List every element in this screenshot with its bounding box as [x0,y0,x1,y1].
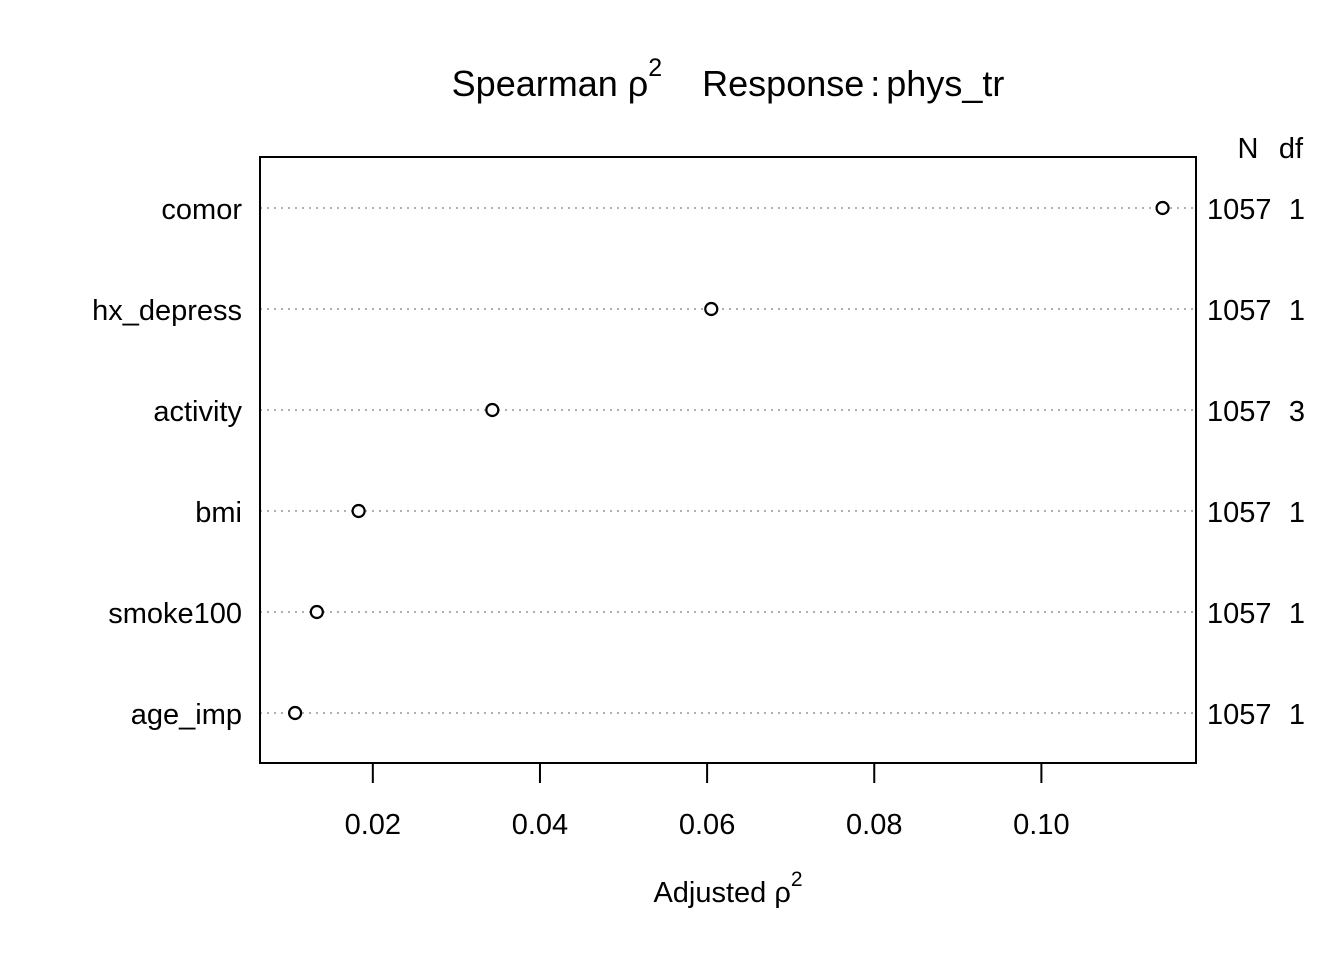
x-tick-label: 0.06 [679,809,735,841]
df-label: 1 [1289,497,1305,529]
category-label: hx_depress [92,295,242,327]
right-header-df: df [1279,133,1304,165]
title-response-value: phys_tr [886,63,1004,104]
data-point [351,503,366,519]
category-label: smoke100 [108,598,242,630]
x-tick-label: 0.04 [512,809,568,841]
n-label: 1057 [1207,396,1272,428]
title-rho: ρ [628,63,648,104]
n-label: 1057 [1207,194,1272,226]
xlabel-prefix: Adjusted [653,877,774,909]
data-points [288,200,1170,721]
category-label: age_imp [131,699,242,731]
xlabel-exponent: 2 [791,868,803,891]
x-tick-label: 0.08 [846,809,902,841]
data-point [288,705,303,721]
df-label: 1 [1289,194,1305,226]
category-label: comor [161,194,242,226]
x-tick-label: 0.02 [345,809,401,841]
df-label: 1 [1289,295,1305,327]
data-point [704,301,719,317]
x-axis-label: Adjusted ρ2 [653,868,802,909]
title-prefix: Spearman [452,63,628,104]
title-exponent: 2 [648,54,662,82]
category-label: activity [153,396,242,428]
n-label: 1057 [1207,295,1272,327]
category-labels: comor hx_depress activity bmi smoke100 age_im… [92,194,242,731]
data-point [1155,200,1170,216]
title-response-label: Response [702,63,864,104]
n-label: 1057 [1207,699,1272,731]
grid-lines [260,207,1196,714]
xlabel-rho: ρ [774,877,791,909]
df-label: 1 [1289,699,1305,731]
data-point [309,604,324,620]
df-label: 3 [1289,396,1305,428]
data-point [485,402,500,418]
n-label: 1057 [1207,598,1272,630]
title-separator: : [870,63,880,104]
plot-frame [259,156,1197,764]
right-header-n: N [1238,133,1259,165]
df-label: 1 [1289,598,1305,630]
n-df-labels: 1057 1 1057 1 1057 3 1057 1 1057 1 1057 1 [1207,194,1305,731]
category-label: bmi [195,497,242,529]
x-axis: 0.02 0.04 0.06 0.08 0.10 [345,763,1070,841]
x-tick-label: 0.10 [1013,809,1069,841]
chart-title: Spearman ρ2 Response: phys_tr [452,54,1005,104]
n-label: 1057 [1207,497,1272,529]
